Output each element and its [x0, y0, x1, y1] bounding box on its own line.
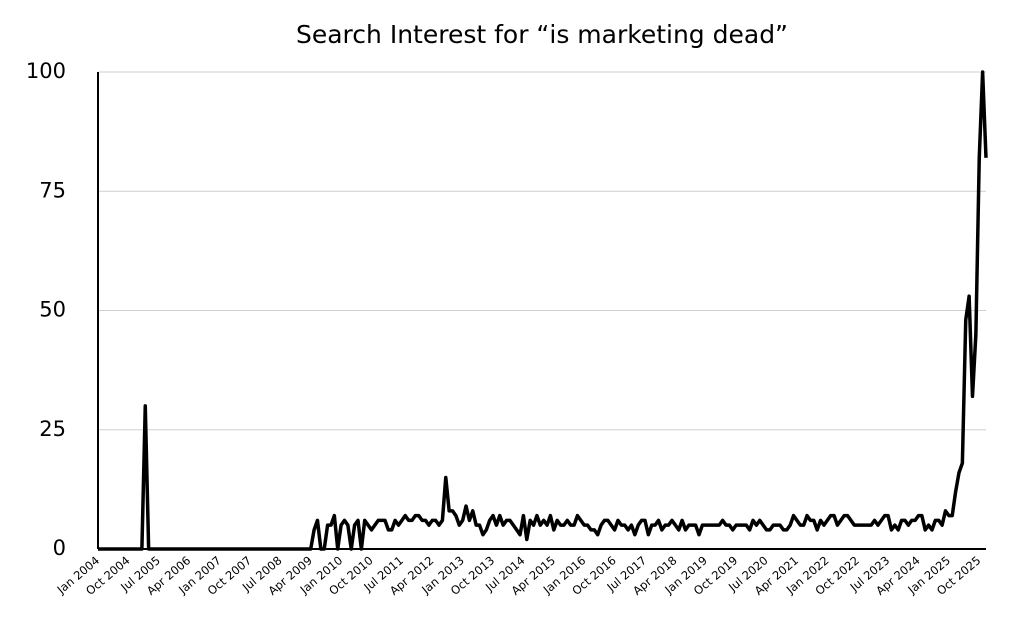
- y-tick-label: 0: [53, 536, 66, 560]
- chart-title: Search Interest for “is marketing dead”: [296, 20, 788, 49]
- y-tick-label: 25: [39, 417, 66, 441]
- y-tick-label: 100: [26, 59, 66, 83]
- y-tick-label: 75: [39, 178, 66, 202]
- y-tick-label: 50: [39, 298, 66, 322]
- data-line: [98, 70, 988, 551]
